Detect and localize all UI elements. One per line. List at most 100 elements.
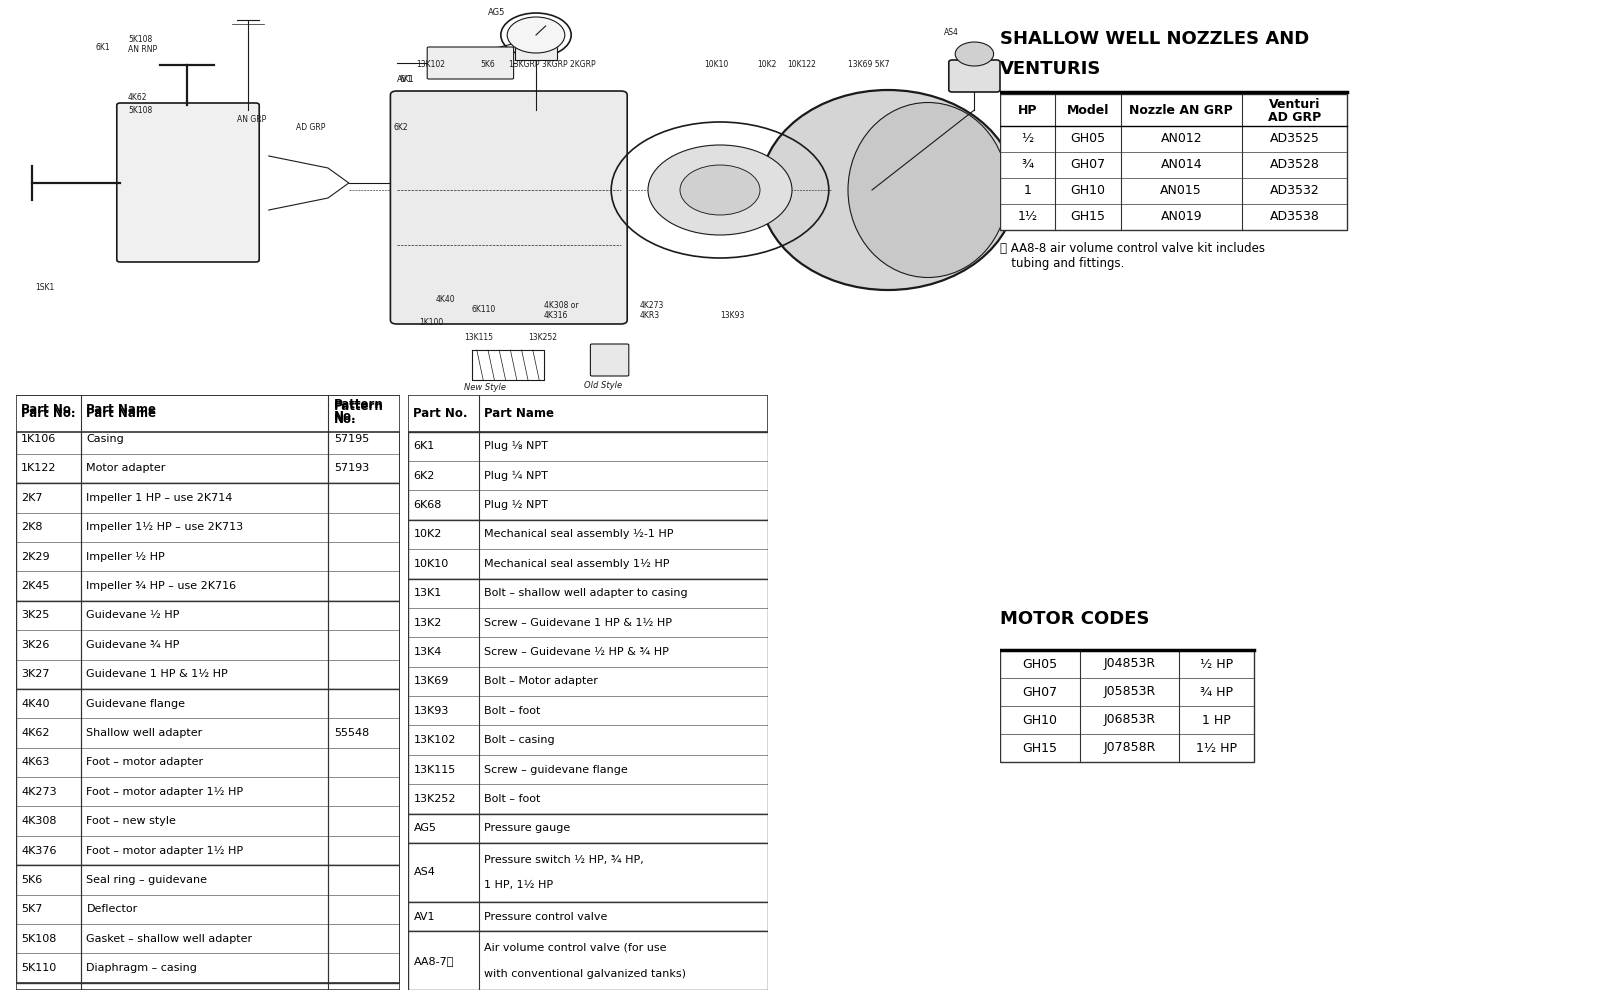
Text: AD3525: AD3525	[1269, 132, 1320, 145]
Text: Impeller ½ HP: Impeller ½ HP	[86, 552, 165, 562]
Text: ½ HP: ½ HP	[1200, 658, 1234, 670]
Text: VENTURIS: VENTURIS	[1000, 60, 1101, 78]
Bar	[16, 689, 400, 865]
Text: Guidevane flange: Guidevane flange	[86, 699, 186, 709]
Ellipse shape	[848, 103, 1008, 277]
Text: 1½: 1½	[1018, 211, 1038, 224]
Circle shape	[648, 145, 792, 235]
Text: 1SK1: 1SK1	[35, 283, 54, 292]
Text: 57193: 57193	[334, 463, 370, 473]
Text: AN RNP: AN RNP	[128, 45, 157, 54]
Text: Venturi: Venturi	[1269, 98, 1320, 111]
Text: AD GRP: AD GRP	[296, 123, 325, 132]
Text: Gasket – shallow well adapter: Gasket – shallow well adapter	[86, 934, 253, 944]
Text: Plug ⅛ NPT: Plug ⅛ NPT	[485, 441, 549, 451]
Text: 6K2: 6K2	[413, 471, 435, 481]
Text: J04853R: J04853R	[1104, 658, 1155, 670]
Text: 4K376: 4K376	[21, 846, 56, 856]
Text: 5K7: 5K7	[21, 904, 43, 914]
Text: Pattern: Pattern	[334, 398, 384, 411]
Text: Seal ring – guidevane: Seal ring – guidevane	[86, 875, 208, 885]
Text: 6K2: 6K2	[394, 123, 408, 132]
Text: 1½ HP: 1½ HP	[1197, 742, 1237, 754]
Text: Part Name: Part Name	[86, 407, 157, 420]
Text: Guidevane ¾ HP: Guidevane ¾ HP	[86, 640, 179, 650]
Bar	[408, 814, 768, 843]
Text: Impeller 1 HP – use 2K714: Impeller 1 HP – use 2K714	[86, 493, 234, 503]
Text: 13KGRP 3KGRP 2KGRP: 13KGRP 3KGRP 2KGRP	[509, 60, 595, 69]
Text: AN015: AN015	[1160, 184, 1202, 198]
Bar	[408, 931, 768, 990]
Text: 2K29: 2K29	[21, 552, 50, 562]
Text: 5K108: 5K108	[128, 35, 152, 44]
Text: 4K40: 4K40	[21, 699, 50, 709]
Text: Impeller 1½ HP – use 2K713: Impeller 1½ HP – use 2K713	[86, 522, 243, 532]
Text: ¾ HP: ¾ HP	[1200, 686, 1234, 698]
Text: AG5: AG5	[488, 8, 506, 17]
Text: No.: No.	[334, 413, 357, 426]
Text: GH15: GH15	[1022, 742, 1058, 754]
Text: Plug ¼ NPT: Plug ¼ NPT	[485, 471, 549, 481]
Text: 5K110: 5K110	[21, 963, 56, 973]
Text: AN014: AN014	[1160, 158, 1202, 172]
Text: 6K1: 6K1	[400, 75, 414, 84]
Text: 3K27: 3K27	[21, 669, 50, 679]
Text: Bolt – foot: Bolt – foot	[485, 706, 541, 716]
Text: Foot – motor adapter: Foot – motor adapter	[86, 757, 203, 767]
Text: AV1: AV1	[413, 912, 435, 922]
Text: Part No.: Part No.	[413, 407, 467, 420]
Text: Diaphragm – casing: Diaphragm – casing	[86, 963, 197, 973]
Bar	[1000, 94, 1347, 230]
Text: AD3528: AD3528	[1269, 158, 1320, 172]
Text: GH15: GH15	[1070, 211, 1106, 224]
Text: 13K93: 13K93	[413, 706, 450, 716]
FancyBboxPatch shape	[427, 47, 514, 79]
Text: Part No.: Part No.	[21, 403, 75, 416]
Text: Impeller ¾ HP – use 2K716: Impeller ¾ HP – use 2K716	[86, 581, 237, 591]
Text: 10K10: 10K10	[704, 60, 728, 69]
Text: 3K25: 3K25	[21, 610, 50, 620]
Text: Bolt – shallow well adapter to casing: Bolt – shallow well adapter to casing	[485, 588, 688, 598]
Text: AN012: AN012	[1160, 132, 1202, 145]
Text: 2K8: 2K8	[21, 522, 43, 532]
Text: 4K62: 4K62	[128, 93, 147, 102]
Text: SHALLOW WELL NOZZLES AND: SHALLOW WELL NOZZLES AND	[1000, 30, 1309, 48]
Text: 13K4: 13K4	[413, 647, 442, 657]
Text: Foot – new style: Foot – new style	[86, 816, 176, 826]
Circle shape	[507, 17, 565, 53]
Text: GH10: GH10	[1070, 184, 1106, 198]
Text: 4K63: 4K63	[21, 757, 50, 767]
Text: MOTOR CODES: MOTOR CODES	[1000, 610, 1149, 628]
Text: Screw – guidevane flange: Screw – guidevane flange	[485, 765, 629, 775]
Text: AN GRP: AN GRP	[237, 115, 266, 124]
Text: GH05: GH05	[1070, 132, 1106, 145]
Text: GH05: GH05	[1022, 658, 1058, 670]
Text: 4K40: 4K40	[435, 295, 454, 304]
Text: Nozzle AN GRP: Nozzle AN GRP	[1130, 104, 1234, 116]
FancyBboxPatch shape	[117, 103, 259, 262]
Text: 10K2: 10K2	[413, 529, 442, 539]
Text: 13K2: 13K2	[413, 618, 442, 628]
Text: 1 HP: 1 HP	[1202, 714, 1230, 726]
Circle shape	[955, 42, 994, 66]
Text: Motor adapter: Motor adapter	[86, 463, 166, 473]
Text: J07858R: J07858R	[1104, 742, 1155, 754]
Text: J05853R: J05853R	[1104, 686, 1155, 698]
Text: 6K1: 6K1	[413, 441, 435, 451]
Bar	[408, 579, 768, 814]
Text: 13K93: 13K93	[720, 311, 744, 320]
Text: 13K102: 13K102	[416, 60, 445, 69]
Text: 57195: 57195	[334, 434, 370, 444]
Bar	[408, 520, 768, 579]
Text: 6K110: 6K110	[472, 305, 496, 314]
Bar	[515, 35, 557, 60]
Bar	[16, 483, 400, 601]
Text: 2K7: 2K7	[21, 493, 43, 503]
Text: Part No.: Part No.	[21, 407, 75, 420]
Text: 6K1: 6K1	[96, 43, 110, 52]
Text: Bolt – casing: Bolt – casing	[485, 735, 555, 745]
Text: 4K273
4KR3: 4K273 4KR3	[640, 301, 664, 320]
Text: ½: ½	[1021, 132, 1034, 145]
Text: 1: 1	[1024, 184, 1032, 198]
Text: Pressure switch ½ HP, ¾ HP,: Pressure switch ½ HP, ¾ HP,	[485, 855, 645, 865]
